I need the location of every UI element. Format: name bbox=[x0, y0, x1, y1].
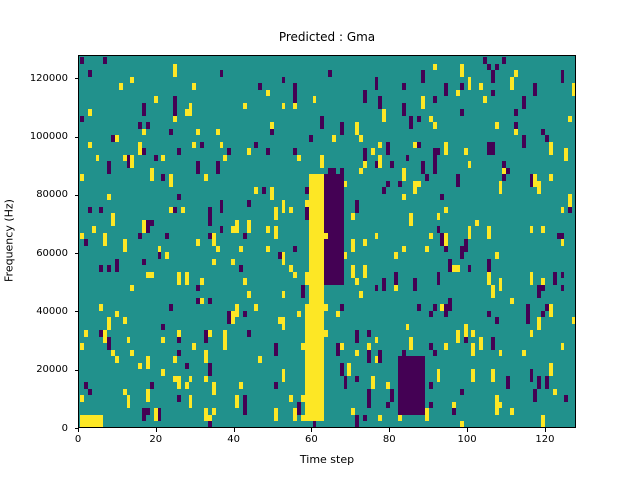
y-tick-mark bbox=[74, 428, 78, 429]
y-tick-label: 40000 bbox=[36, 305, 68, 317]
y-tick-label: 20000 bbox=[36, 364, 68, 376]
y-tick-mark bbox=[74, 253, 78, 255]
page-title: Predicted : Gma bbox=[278, 30, 376, 44]
y-tick-label: 100000 bbox=[29, 131, 68, 143]
y-tick-label: 80000 bbox=[36, 189, 68, 201]
y-tick-mark bbox=[74, 369, 78, 371]
x-tick-label: 0 bbox=[74, 434, 82, 445]
y-tick-label: 0 bbox=[61, 422, 68, 434]
heatmap-image bbox=[80, 57, 575, 427]
x-tick-mark bbox=[155, 428, 157, 432]
x-tick-mark bbox=[311, 428, 313, 432]
x-tick-label: 80 bbox=[382, 434, 396, 445]
y-axis-label: Frequency (Hz) bbox=[2, 199, 16, 282]
y-tick-mark bbox=[74, 136, 78, 138]
y-tick-mark bbox=[74, 194, 78, 196]
x-tick-label: 100 bbox=[457, 434, 477, 445]
y-tick-mark bbox=[74, 78, 78, 80]
x-tick-label: 120 bbox=[535, 434, 555, 445]
x-tick-label: 20 bbox=[149, 434, 163, 445]
x-tick-label: 60 bbox=[305, 434, 318, 445]
y-tick-label: 60000 bbox=[36, 247, 68, 259]
x-tick-mark bbox=[233, 428, 235, 432]
x-axis-label: Time step bbox=[299, 453, 355, 466]
y-tick-label: 120000 bbox=[29, 72, 68, 84]
x-tick-label: 40 bbox=[227, 434, 240, 445]
y-tick-mark bbox=[74, 311, 78, 313]
x-tick-mark bbox=[544, 428, 546, 432]
x-tick-mark bbox=[78, 428, 79, 432]
x-tick-mark bbox=[389, 428, 391, 432]
heatmap-axes bbox=[78, 55, 576, 428]
x-tick-mark bbox=[467, 428, 469, 432]
